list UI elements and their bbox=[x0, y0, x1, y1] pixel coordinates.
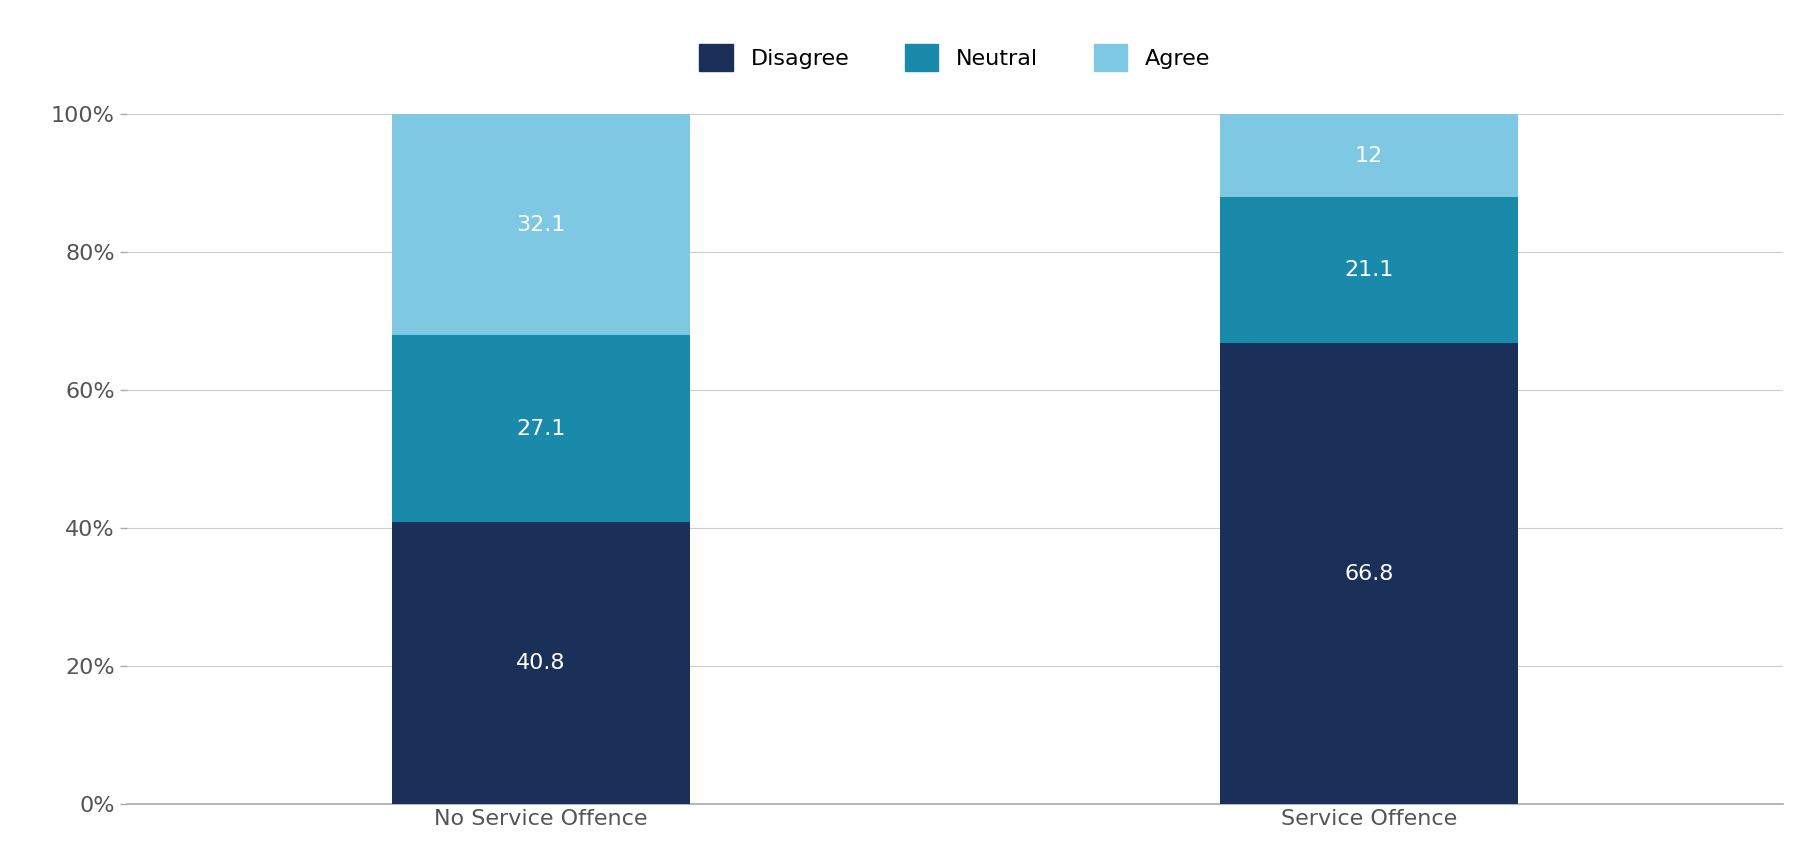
Bar bbox=[392, 114, 690, 335]
Text: 12: 12 bbox=[1354, 146, 1383, 165]
Text: 66.8: 66.8 bbox=[1345, 564, 1393, 583]
Bar bbox=[1219, 343, 1518, 804]
Text: 27.1: 27.1 bbox=[516, 419, 565, 439]
Bar bbox=[1219, 197, 1518, 343]
Text: 21.1: 21.1 bbox=[1345, 260, 1393, 280]
Bar bbox=[1219, 115, 1518, 197]
Text: 32.1: 32.1 bbox=[516, 214, 565, 235]
Bar bbox=[392, 522, 690, 804]
Legend: Disagree, Neutral, Agree: Disagree, Neutral, Agree bbox=[690, 35, 1219, 80]
Text: 40.8: 40.8 bbox=[516, 653, 566, 674]
Bar bbox=[392, 335, 690, 522]
